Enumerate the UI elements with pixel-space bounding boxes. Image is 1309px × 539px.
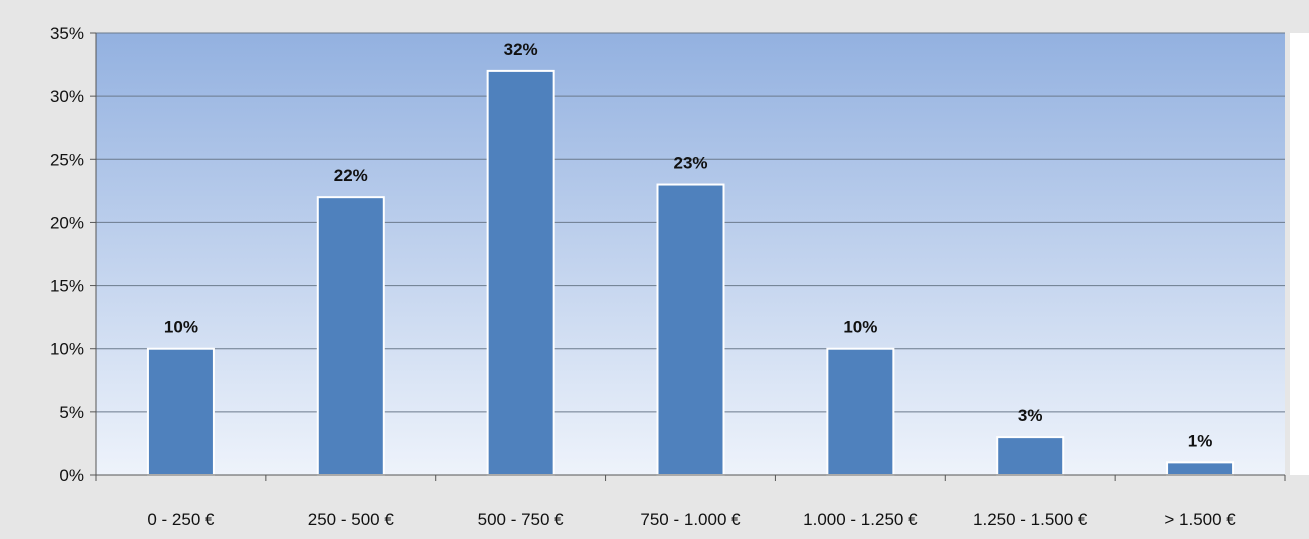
right-strip (1290, 33, 1309, 475)
data-label: 1% (1188, 431, 1213, 450)
data-label: 23% (673, 154, 707, 173)
y-tick-label: 35% (50, 24, 84, 43)
bar (146, 347, 215, 477)
y-tick-label: 25% (50, 150, 84, 169)
y-tick-label: 20% (50, 213, 84, 232)
bar (826, 347, 895, 477)
x-tick-label: 1.250 - 1.500 € (973, 510, 1088, 529)
x-tick-label: 1.000 - 1.250 € (803, 510, 918, 529)
axes (90, 32, 1286, 481)
x-tick-label: > 1.500 € (1164, 510, 1236, 529)
data-label: 10% (164, 318, 198, 337)
data-label: 32% (504, 40, 538, 59)
y-tick-label: 30% (50, 87, 84, 106)
x-tick-label: 250 - 500 € (308, 510, 395, 529)
x-tick-label: 0 - 250 € (147, 510, 215, 529)
x-tick-label: 750 - 1.000 € (640, 510, 741, 529)
x-tick-label: 500 - 750 € (478, 510, 565, 529)
bar (316, 196, 385, 477)
bar (486, 69, 555, 476)
y-tick-label: 5% (59, 403, 84, 422)
data-label: 10% (843, 318, 877, 337)
data-label: 3% (1018, 406, 1043, 425)
y-tick-label: 10% (50, 340, 84, 359)
labels: 0% 5% 10% 15% 20% 25% 30% 35% 10% 0 - 250 € 22% 250… (50, 24, 1236, 529)
bars (146, 69, 1235, 477)
bar (996, 436, 1065, 477)
y-tick-label: 15% (50, 277, 84, 296)
data-label: 22% (334, 166, 368, 185)
bar (656, 183, 725, 477)
bar (1166, 461, 1235, 477)
y-tick-label: 0% (59, 466, 84, 485)
